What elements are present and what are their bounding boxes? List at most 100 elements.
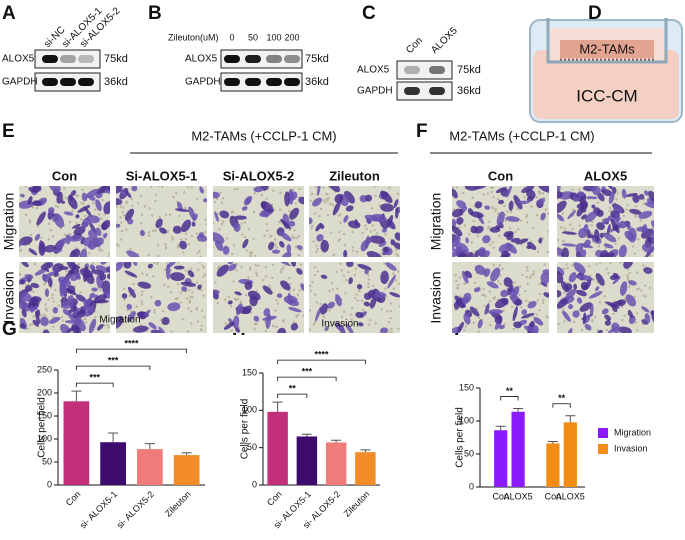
cell	[506, 186, 512, 198]
pore	[281, 268, 285, 271]
panel-label: A	[2, 3, 16, 24]
cell	[88, 318, 97, 333]
cell	[253, 315, 260, 322]
cell	[227, 263, 237, 272]
pore	[176, 297, 179, 300]
pore	[626, 275, 629, 279]
pore	[204, 218, 207, 222]
blot-band	[429, 87, 445, 95]
cell	[315, 222, 323, 232]
pore	[392, 287, 396, 290]
pore	[380, 308, 383, 311]
cell	[621, 188, 627, 199]
cell	[139, 229, 146, 237]
y-tick-label: 200	[37, 387, 52, 397]
x-tick-label: ALOX5	[504, 491, 533, 501]
pore	[77, 262, 81, 266]
cell	[389, 292, 400, 298]
cell	[40, 262, 54, 270]
significance-label: **	[289, 383, 297, 393]
cell	[296, 245, 303, 250]
pore	[468, 233, 471, 236]
cell	[91, 269, 105, 275]
cell	[625, 192, 638, 197]
pore	[92, 201, 95, 205]
pore	[274, 309, 277, 312]
cell	[543, 292, 549, 298]
pore	[374, 194, 377, 197]
pore	[512, 327, 515, 331]
cell	[495, 187, 507, 194]
pore	[538, 308, 541, 312]
pore	[99, 288, 102, 292]
cell	[585, 211, 598, 223]
pore	[32, 315, 35, 318]
cell	[557, 186, 561, 194]
pore	[538, 192, 541, 195]
cell	[52, 263, 64, 273]
pore	[614, 242, 617, 245]
pore	[619, 262, 622, 264]
pore	[302, 314, 304, 317]
cell	[601, 189, 613, 196]
pore	[51, 293, 54, 296]
cell	[120, 190, 127, 196]
pore	[526, 221, 529, 224]
pore	[153, 308, 156, 312]
cell	[59, 283, 67, 296]
pore	[44, 307, 48, 310]
pore	[343, 243, 346, 247]
cell	[618, 244, 627, 257]
pore	[458, 276, 462, 279]
pore	[545, 315, 548, 318]
pore	[542, 298, 545, 302]
cell	[619, 281, 628, 296]
pore	[331, 288, 335, 291]
pore	[318, 215, 321, 218]
pore	[312, 323, 316, 326]
pore	[538, 292, 542, 296]
cell	[57, 237, 67, 249]
pore	[313, 293, 317, 296]
cell	[356, 284, 363, 290]
pore	[166, 229, 170, 233]
pore	[528, 276, 532, 279]
pore	[535, 213, 539, 217]
cell	[457, 321, 465, 333]
pore	[190, 322, 193, 325]
cell	[284, 191, 290, 207]
cell	[381, 228, 388, 233]
significance-label: ***	[108, 356, 119, 366]
pore	[148, 207, 151, 210]
pore	[178, 214, 181, 218]
cell	[65, 234, 71, 245]
pore	[254, 264, 257, 267]
pore	[256, 264, 260, 267]
cell	[288, 306, 302, 313]
cell	[394, 242, 400, 250]
cell	[532, 325, 539, 333]
pore	[177, 262, 180, 264]
pore	[332, 254, 335, 257]
pore	[608, 206, 612, 210]
cell	[603, 232, 617, 243]
pore	[91, 262, 95, 265]
pore	[643, 284, 647, 287]
pore	[603, 294, 606, 298]
pore	[633, 295, 636, 299]
cell	[81, 217, 91, 228]
pore	[389, 302, 392, 305]
pore	[200, 288, 203, 292]
cell	[576, 206, 584, 217]
x-tick-label: Con	[265, 489, 284, 508]
cell	[537, 198, 546, 205]
pore	[332, 322, 336, 326]
pore	[311, 281, 314, 284]
cell	[63, 211, 74, 216]
cell	[369, 235, 386, 244]
pore	[164, 245, 168, 249]
pore	[322, 186, 325, 190]
cell	[133, 262, 138, 266]
pore	[220, 201, 224, 204]
pore	[119, 238, 123, 241]
